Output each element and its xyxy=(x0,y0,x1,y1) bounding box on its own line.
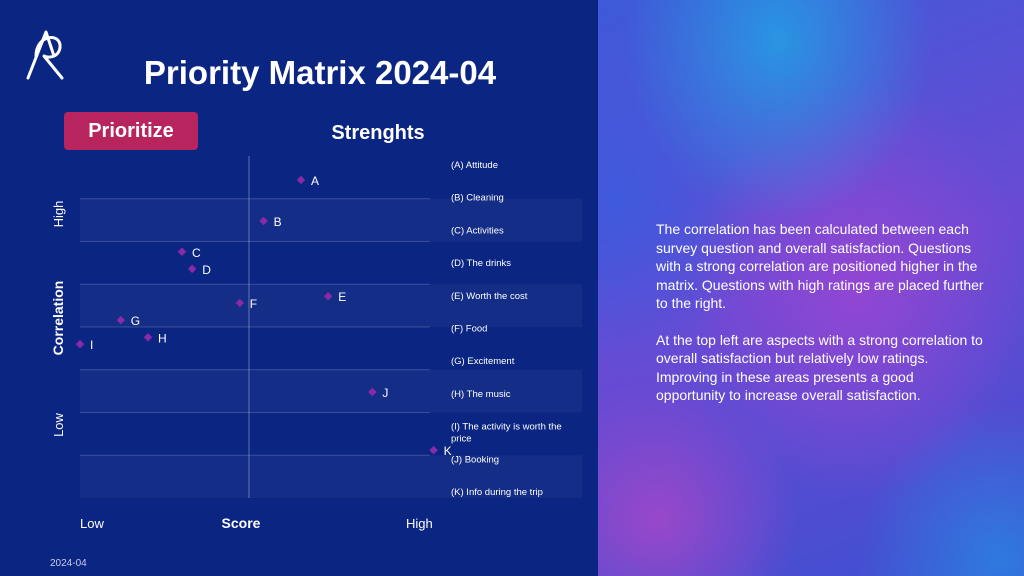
data-point-a xyxy=(296,175,306,185)
legend-item: (E) Worth the cost xyxy=(451,291,528,302)
point-label-c: C xyxy=(192,246,201,260)
legend-item: (G) Excitement xyxy=(451,356,515,367)
point-label-d: D xyxy=(202,263,211,277)
right-panel xyxy=(598,0,1024,576)
data-point-d xyxy=(187,264,197,274)
row-band xyxy=(80,284,582,327)
description-paragraph-2: At the top left are aspects with a stron… xyxy=(656,331,983,404)
x-tick-low: Low xyxy=(80,516,104,531)
data-point-g xyxy=(116,315,126,325)
row-band xyxy=(80,455,582,498)
x-axis-label: Score xyxy=(222,515,261,531)
data-point-k xyxy=(429,445,438,455)
prioritize-badge: Prioritize xyxy=(64,112,198,150)
legend-item: (C) Activities xyxy=(451,225,504,236)
legend-item: (F) Food xyxy=(451,324,487,335)
legend-item: (J) Booking xyxy=(451,454,499,465)
x-tick-high: High xyxy=(406,516,433,531)
description-paragraph-1: The correlation has been calculated betw… xyxy=(656,221,984,311)
strengths-label: Strenghts xyxy=(331,122,425,144)
point-label-e: E xyxy=(338,290,346,304)
y-tick-high: High xyxy=(51,201,66,228)
point-label-a: A xyxy=(311,174,319,188)
legend-item: (B) Cleaning xyxy=(451,193,504,204)
point-label-g: G xyxy=(131,314,140,328)
point-label-k: K xyxy=(444,444,452,458)
point-label-i: I xyxy=(90,338,93,352)
data-point-e xyxy=(323,291,333,301)
legend-item: (I) The activity is worth the price xyxy=(451,422,562,445)
data-point-j xyxy=(368,387,377,397)
y-tick-low: Low xyxy=(51,412,66,436)
legend-item: (A) Attitude xyxy=(451,160,498,171)
footer-date: 2024-04 xyxy=(50,558,87,569)
row-band xyxy=(80,369,582,413)
description: The correlation has been calculated betw… xyxy=(656,220,986,423)
point-label-j: J xyxy=(382,386,388,400)
y-axis-label: Correlation xyxy=(50,281,66,356)
legend-item: (K) Info during the trip xyxy=(451,487,543,498)
data-point-h xyxy=(143,333,153,342)
data-point-b xyxy=(259,216,268,226)
data-point-c xyxy=(177,247,187,257)
brand-logo xyxy=(26,30,64,80)
data-point-i xyxy=(75,339,85,349)
point-label-f: F xyxy=(250,297,257,311)
priority-matrix-chart: A B CD E F G H I J K (A) Attitude (B) Cleaning (C) A… xyxy=(50,156,582,531)
point-label-h: H xyxy=(158,331,167,345)
left-panel xyxy=(0,0,598,576)
row-band xyxy=(80,198,582,242)
legend-item: (D) The drinks xyxy=(451,258,511,269)
data-point-f xyxy=(235,298,245,308)
legend-item: (H) The music xyxy=(451,389,511,400)
point-label-b: B xyxy=(274,215,282,229)
page-title: Priority Matrix 2024-04 xyxy=(143,54,497,91)
